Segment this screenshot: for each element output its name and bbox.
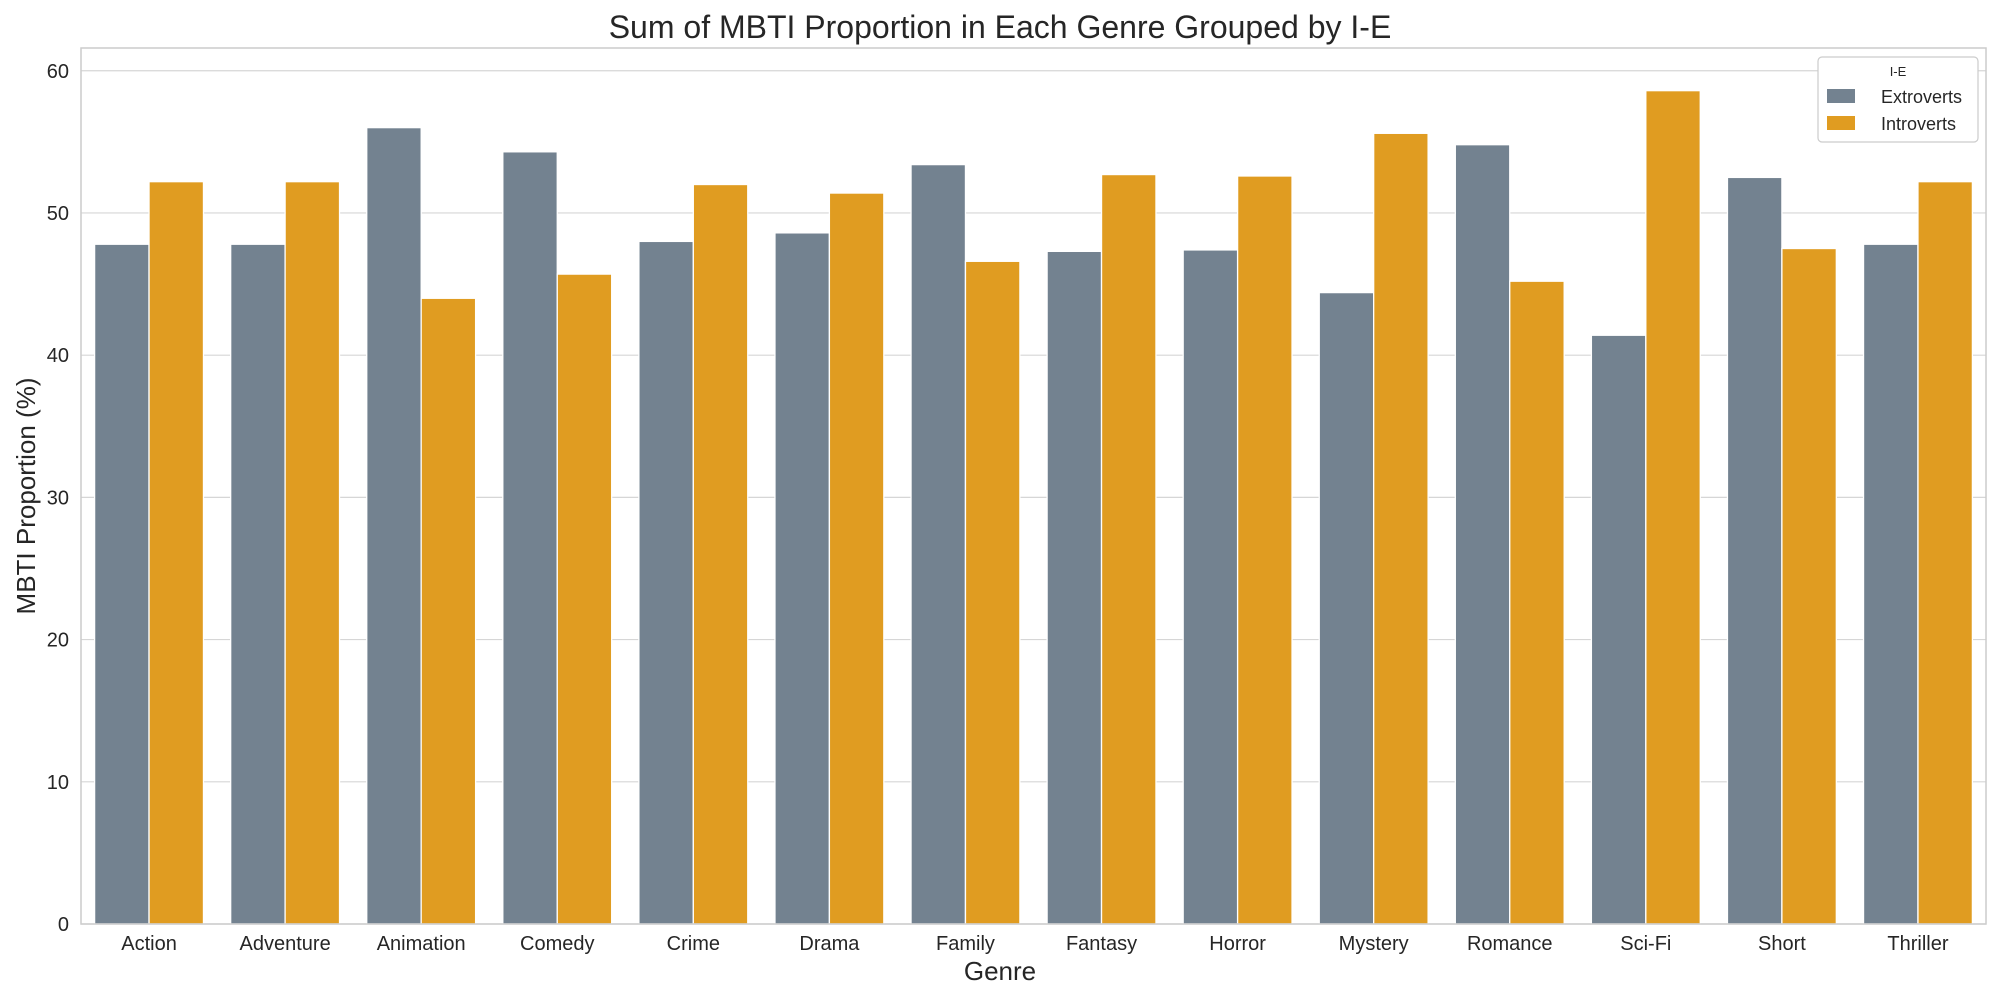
x-tick-label-adventure: Adventure: [240, 933, 331, 955]
y-tick-label-0: 0: [58, 914, 69, 936]
y-axis-label: MBTI Proportion (%): [11, 378, 41, 615]
bar-introverts-family: [964, 260, 1021, 925]
legend-swatch-extroverts: [1827, 89, 1855, 103]
x-tick-label-romance: Romance: [1467, 933, 1553, 955]
x-tick-label-animation: Animation: [377, 933, 466, 955]
legend-label-introverts: Introverts: [1881, 114, 1956, 134]
x-tick-label-mystery: Mystery: [1339, 933, 1409, 955]
bar-introverts-romance: [1509, 280, 1565, 925]
x-tick-label-horror: Horror: [1209, 933, 1266, 955]
bar-introverts-animation: [420, 297, 477, 925]
legend: I-E Extroverts Introverts: [1817, 56, 1979, 143]
bar-extroverts-adventure: [230, 243, 286, 925]
y-tick-label-60: 60: [47, 61, 69, 83]
x-tick-label-comedy: Comedy: [520, 933, 594, 955]
x-tick-label-fantasy: Fantasy: [1066, 933, 1137, 955]
bar-extroverts-fantasy: [1046, 250, 1103, 925]
x-tick-label-drama: Drama: [799, 933, 860, 955]
legend-box: [1817, 56, 1979, 143]
x-tick-labels: Action Adventure Animation Comedy Crime Drama…: [121, 933, 1949, 955]
y-tick-labels: 0 10 20 30 40 50 60: [47, 61, 69, 936]
bar-introverts-action: [148, 181, 205, 925]
x-tick-label-crime: Crime: [667, 933, 720, 955]
bar-introverts-adventure: [284, 181, 341, 925]
bars: [93, 90, 1974, 925]
x-tick-label-thriller: Thriller: [1887, 933, 1948, 955]
bar-extroverts-animation: [366, 126, 422, 925]
bar-extroverts-mystery: [1318, 291, 1375, 925]
bar-introverts-fantasy: [1100, 173, 1157, 925]
bar-introverts-horror: [1236, 175, 1293, 925]
bar-extroverts-horror: [1182, 249, 1239, 925]
bar-extroverts-family: [910, 163, 967, 925]
x-axis-label: Genre: [964, 956, 1036, 986]
bar-extroverts-crime: [638, 240, 694, 925]
y-tick-label-20: 20: [47, 630, 69, 652]
y-tick-label-50: 50: [47, 203, 69, 225]
bar-extroverts-thriller: [1862, 243, 1919, 925]
legend-label-extroverts: Extroverts: [1881, 87, 1962, 107]
bar-extroverts-drama: [774, 232, 831, 925]
bar-extroverts-action: [93, 243, 150, 925]
x-tick-label-family: Family: [936, 933, 995, 955]
bar-extroverts-comedy: [502, 151, 558, 925]
chart-title: Sum of MBTI Proportion in Each Genre Gro…: [609, 9, 1392, 45]
x-tick-label-short: Short: [1758, 933, 1806, 955]
y-tick-label-30: 30: [47, 487, 69, 509]
x-tick-label-sci-fi: Sci-Fi: [1620, 933, 1671, 955]
legend-title: I-E: [1890, 64, 1907, 79]
bar-extroverts-sci-fi: [1590, 334, 1647, 925]
bar-introverts-comedy: [556, 273, 613, 925]
bar-introverts-crime: [692, 183, 749, 925]
bar-extroverts-short: [1726, 176, 1783, 925]
bar-introverts-thriller: [1917, 181, 1974, 925]
bar-introverts-drama: [828, 192, 885, 925]
bar-introverts-short: [1781, 247, 1837, 925]
bar-introverts-sci-fi: [1645, 90, 1701, 925]
y-tick-label-10: 10: [47, 772, 69, 794]
bar-introverts-mystery: [1373, 132, 1429, 925]
x-tick-label-action: Action: [121, 933, 177, 955]
bar-extroverts-romance: [1454, 144, 1511, 925]
legend-swatch-introverts: [1827, 116, 1855, 130]
plot-frame: [80, 47, 1987, 925]
y-tick-label-40: 40: [47, 345, 69, 367]
